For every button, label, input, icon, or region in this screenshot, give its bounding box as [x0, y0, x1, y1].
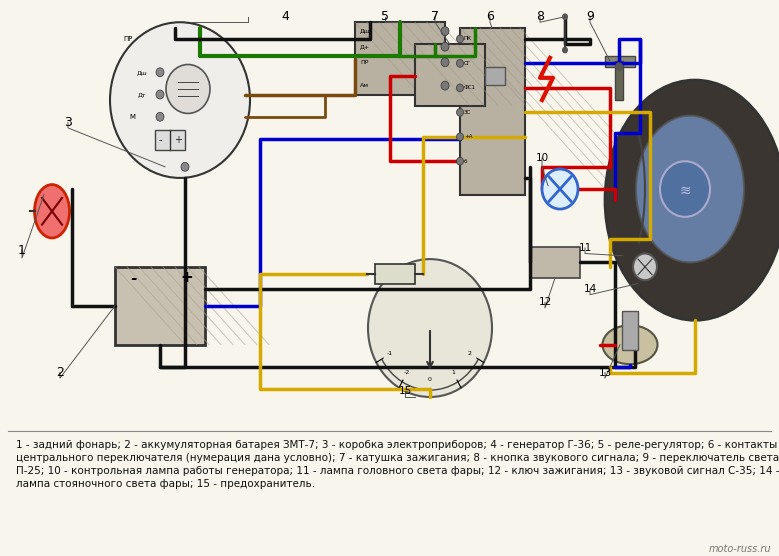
Text: ФС1: ФС1: [464, 86, 476, 90]
Text: 13: 13: [598, 368, 612, 378]
Bar: [355, 22, 445, 95]
Circle shape: [166, 64, 210, 113]
Text: -: -: [158, 135, 162, 145]
Bar: [485, 67, 505, 85]
Circle shape: [456, 108, 464, 116]
Circle shape: [441, 58, 449, 67]
Text: Ам: Ам: [360, 83, 369, 88]
Text: М: М: [129, 114, 135, 120]
Circle shape: [456, 133, 464, 141]
Text: 2: 2: [56, 366, 64, 379]
Text: 6: 6: [486, 10, 494, 23]
Text: -2: -2: [404, 370, 410, 375]
Text: +: +: [174, 135, 182, 145]
Ellipse shape: [34, 185, 69, 238]
Bar: [530, 247, 580, 278]
Bar: [622, 311, 638, 350]
Text: ПР: ПР: [360, 60, 368, 64]
Text: moto-russ.ru: moto-russ.ru: [709, 544, 771, 554]
Text: 1: 1: [451, 370, 455, 375]
Text: 11: 11: [578, 243, 591, 253]
Text: ≋: ≋: [679, 184, 691, 198]
Text: +: +: [181, 271, 193, 285]
Text: 2: 2: [468, 351, 472, 356]
Text: 4: 4: [281, 10, 289, 23]
Circle shape: [633, 254, 657, 280]
Circle shape: [181, 162, 189, 171]
Bar: [155, 130, 185, 150]
Circle shape: [156, 90, 164, 99]
Circle shape: [456, 157, 464, 165]
Text: СГ: СГ: [464, 61, 471, 66]
Text: ПК: ПК: [464, 37, 472, 41]
Bar: [375, 264, 415, 284]
Text: б: б: [464, 159, 467, 163]
Text: 8: 8: [536, 10, 544, 23]
Text: 7: 7: [431, 10, 439, 23]
Ellipse shape: [605, 80, 779, 320]
Text: Дш: Дш: [136, 70, 147, 75]
Circle shape: [156, 112, 164, 121]
Circle shape: [562, 13, 568, 20]
Text: 12: 12: [538, 297, 552, 307]
Text: Дт: Дт: [138, 92, 146, 97]
Bar: [115, 267, 205, 345]
Text: 1 - задний фонарь; 2 - аккумуляторная батарея ЗМТ-7; 3 - коробка электроприборов: 1 - задний фонарь; 2 - аккумуляторная ба…: [16, 440, 779, 489]
Circle shape: [660, 161, 710, 217]
Text: 0: 0: [428, 377, 432, 381]
Text: 10: 10: [535, 153, 548, 163]
Text: +А: +А: [464, 135, 473, 139]
Circle shape: [456, 59, 464, 67]
Bar: [415, 44, 485, 106]
Text: 3: 3: [64, 116, 72, 129]
Text: 15: 15: [398, 386, 411, 396]
Ellipse shape: [636, 116, 744, 262]
Circle shape: [456, 84, 464, 92]
Circle shape: [368, 259, 492, 397]
Text: 1: 1: [18, 244, 26, 257]
Circle shape: [562, 47, 568, 53]
Circle shape: [110, 22, 250, 178]
Text: ПР: ПР: [123, 36, 132, 42]
Circle shape: [542, 169, 578, 209]
Text: 14: 14: [583, 284, 597, 294]
Bar: [615, 61, 623, 100]
Text: ЗС: ЗС: [464, 110, 471, 115]
Circle shape: [156, 68, 164, 77]
Text: 9: 9: [586, 10, 594, 23]
Text: Д+: Д+: [360, 44, 370, 49]
Circle shape: [441, 27, 449, 36]
Text: -1: -1: [387, 351, 393, 356]
Ellipse shape: [602, 325, 657, 364]
Circle shape: [615, 62, 623, 71]
Bar: [460, 28, 525, 195]
Circle shape: [441, 81, 449, 90]
Circle shape: [456, 35, 464, 43]
Circle shape: [441, 42, 449, 51]
Text: 5: 5: [381, 10, 389, 23]
Text: -: -: [130, 271, 136, 285]
Bar: [605, 56, 635, 67]
Text: Дш: Дш: [360, 29, 371, 33]
